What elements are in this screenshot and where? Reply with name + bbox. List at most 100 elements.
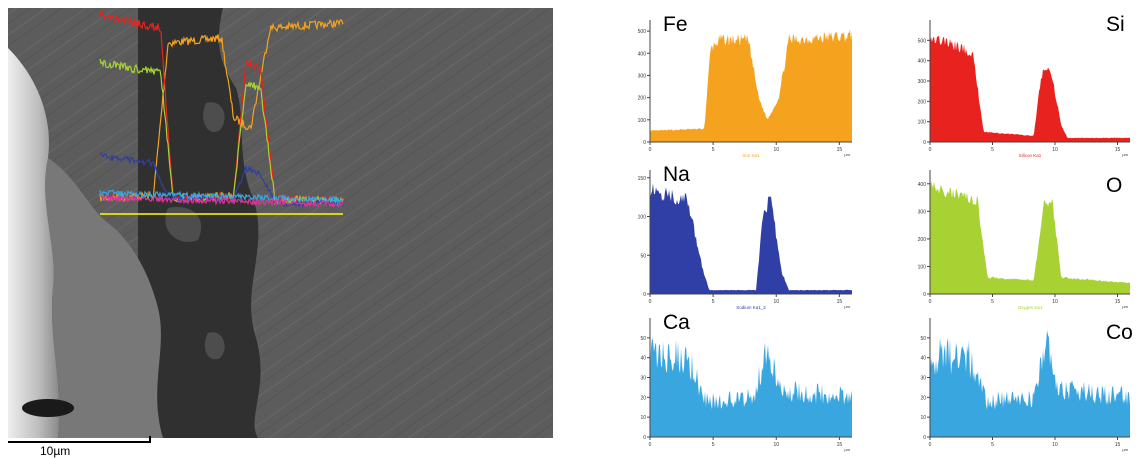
y-tick-label: 500 <box>918 38 927 44</box>
x-tick-label: 15 <box>1115 299 1121 305</box>
chart-panel-si: 0 100 200 300 400 500 0 5 10 15 µm Silicon Ka1 Si <box>910 12 1136 162</box>
profile-bars <box>650 183 852 294</box>
x-tick-label: 15 <box>1115 147 1121 153</box>
sem-mid-layer <box>45 158 163 438</box>
x-tick-label: 0 <box>929 147 932 153</box>
series-label: Iron Ka1 <box>742 153 760 158</box>
scale-bar-tick <box>149 436 151 443</box>
x-tick-label: 10 <box>773 147 779 153</box>
sem-grain-lobe <box>165 102 225 360</box>
y-tick-label: 300 <box>918 209 927 215</box>
overlay-trace-ca <box>99 189 344 205</box>
x-tick-label: 15 <box>1115 442 1121 448</box>
y-tick-label: 50 <box>640 253 646 259</box>
x-unit-label: µm <box>844 304 850 309</box>
y-tick-label: 10 <box>640 415 646 421</box>
x-tick-label: 0 <box>929 299 932 305</box>
scale-bar <box>8 441 150 443</box>
profile-bars <box>650 337 852 437</box>
y-tick-label: 0 <box>643 140 646 146</box>
series-label: Silicon Ka1 <box>1019 153 1042 158</box>
y-tick-label: 300 <box>918 79 927 85</box>
y-tick-label: 20 <box>920 395 926 401</box>
y-tick-label: 150 <box>638 176 647 182</box>
eds-linescan-overlay <box>99 11 344 215</box>
y-tick-label: 100 <box>638 215 647 221</box>
x-tick-label: 0 <box>649 442 652 448</box>
y-tick-label: 400 <box>638 51 647 57</box>
x-tick-label: 10 <box>1052 299 1058 305</box>
x-tick-label: 5 <box>712 442 715 448</box>
x-tick-label: 5 <box>712 147 715 153</box>
x-tick-label: 5 <box>712 299 715 305</box>
sem-bright-deposit <box>8 48 60 438</box>
y-tick-label: 0 <box>923 435 926 441</box>
y-tick-label: 400 <box>918 59 927 65</box>
y-tick-label: 200 <box>918 99 927 105</box>
element-label-na: Na <box>663 163 690 186</box>
profile-bars <box>650 29 852 142</box>
x-tick-label: 10 <box>1052 442 1058 448</box>
x-unit-label: µm <box>844 447 850 452</box>
y-tick-label: 200 <box>918 237 927 243</box>
y-tick-label: 30 <box>640 376 646 382</box>
chart-panel-na: 0 50 100 150 0 5 10 15 µm Sodium Ka1_2 Na <box>630 162 858 314</box>
chart-panel-o: 0 100 200 300 400 0 5 10 15 µm Oxygen Ka1 O <box>910 162 1136 314</box>
element-label-fe: Fe <box>663 13 688 36</box>
chart-panel-ca: 0 10 20 30 40 50 0 5 10 15 µm Ca <box>630 310 858 457</box>
y-tick-label: 0 <box>643 435 646 441</box>
y-tick-label: 10 <box>920 415 926 421</box>
y-tick-label: 20 <box>640 395 646 401</box>
element-label-ca: Ca <box>663 311 690 334</box>
x-unit-label: µm <box>1122 447 1128 452</box>
element-label-o: O <box>1106 174 1123 197</box>
x-tick-label: 0 <box>649 147 652 153</box>
y-tick-label: 30 <box>920 376 926 382</box>
y-tick-label: 100 <box>918 264 927 270</box>
x-tick-label: 5 <box>991 442 994 448</box>
x-tick-label: 10 <box>1052 147 1058 153</box>
y-tick-label: 0 <box>923 140 926 146</box>
x-unit-label: µm <box>1122 152 1128 157</box>
y-tick-label: 200 <box>638 96 647 102</box>
y-tick-label: 100 <box>918 120 927 126</box>
y-tick-label: 500 <box>638 29 647 35</box>
chart-panel-fe: 0 100 200 300 400 500 0 5 10 15 µm Iron Ka1 Fe <box>630 12 858 162</box>
profile-bars <box>930 330 1130 437</box>
sem-void <box>22 399 74 417</box>
sem-micrograph <box>8 8 553 438</box>
profile-bars <box>930 180 1130 294</box>
y-tick-label: 50 <box>640 336 646 342</box>
x-tick-label: 15 <box>837 147 843 153</box>
x-unit-label: µm <box>1122 304 1128 309</box>
chart-panel-co: 0 10 20 30 40 50 0 5 10 15 µm Co <box>910 310 1136 457</box>
y-tick-label: 400 <box>918 182 927 188</box>
x-tick-label: 15 <box>837 299 843 305</box>
x-tick-label: 15 <box>837 442 843 448</box>
x-tick-label: 10 <box>773 442 779 448</box>
y-tick-label: 300 <box>638 73 647 79</box>
y-tick-label: 0 <box>643 292 646 298</box>
overlay-trace-co <box>99 193 344 209</box>
y-tick-label: 40 <box>920 356 926 362</box>
element-label-co: Co <box>1106 321 1133 344</box>
y-tick-label: 0 <box>923 292 926 298</box>
x-tick-label: 5 <box>991 299 994 305</box>
x-tick-label: 0 <box>929 442 932 448</box>
element-label-si: Si <box>1106 13 1125 36</box>
y-tick-label: 100 <box>638 118 647 124</box>
series-label: Oxygen Ka1 <box>1018 305 1043 310</box>
profile-bars <box>930 35 1130 142</box>
x-tick-label: 0 <box>649 299 652 305</box>
x-tick-label: 5 <box>991 147 994 153</box>
y-tick-label: 50 <box>920 336 926 342</box>
x-tick-label: 10 <box>773 299 779 305</box>
scale-bar-label: 10µm <box>40 444 71 458</box>
x-unit-label: µm <box>844 152 850 157</box>
